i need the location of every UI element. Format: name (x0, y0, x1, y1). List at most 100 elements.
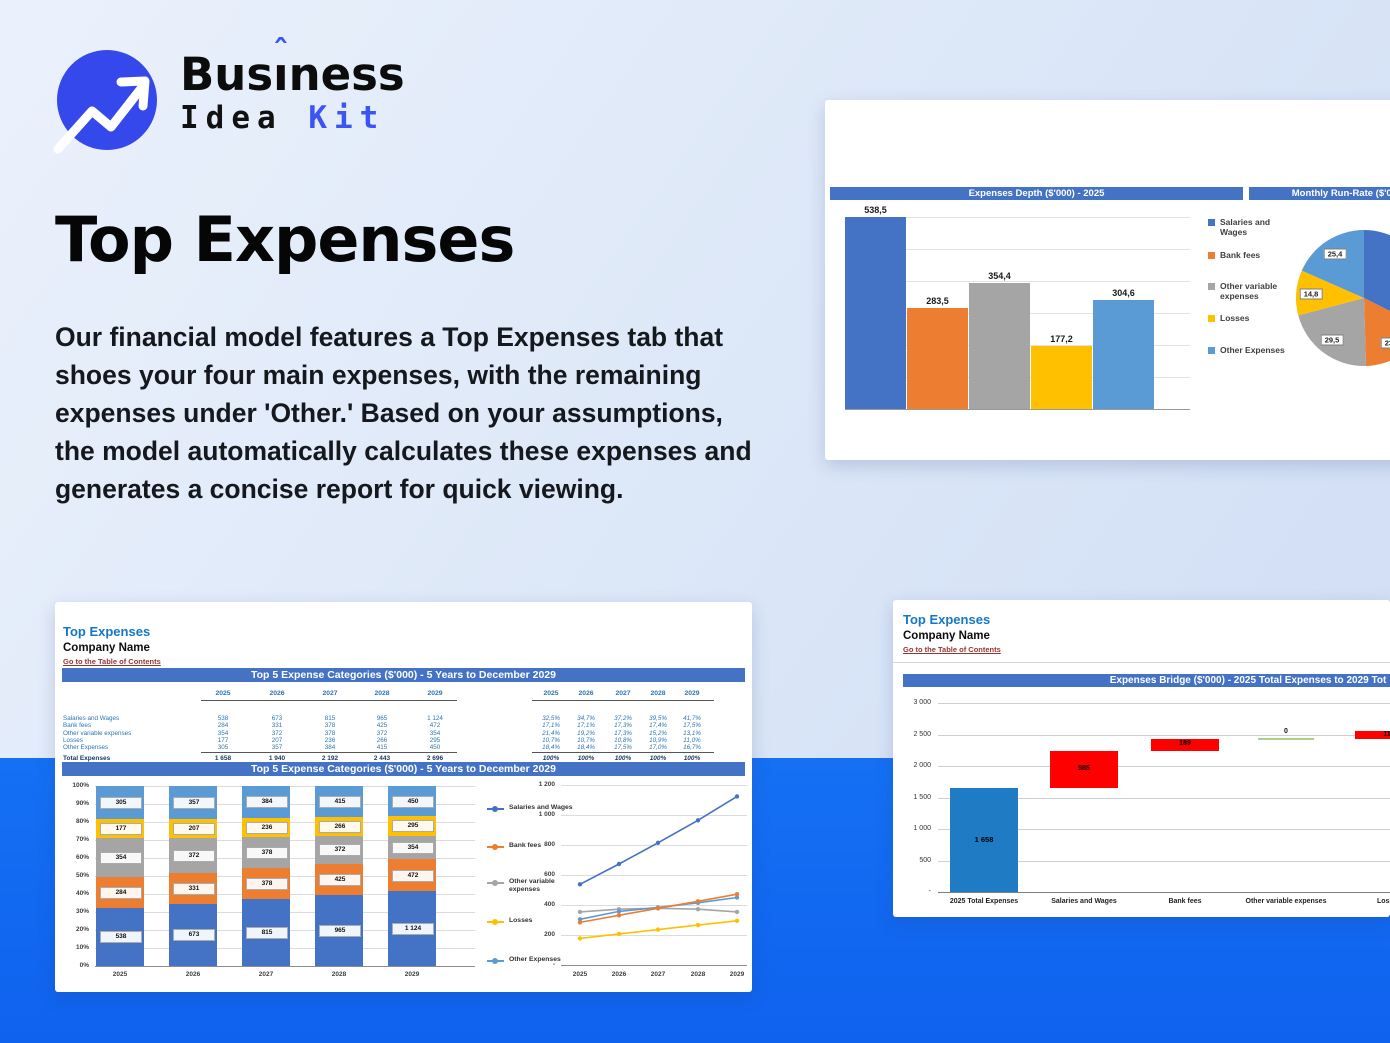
top-expenses-sheet-card: Top Expenses Company Name Go to the Tabl… (55, 602, 752, 992)
table-cell: 378 (324, 722, 336, 730)
expenses-depth-card: Expenses Depth ($'000) - 2025 Monthly Ru… (825, 100, 1390, 460)
pie-svg (1296, 230, 1390, 367)
bar-value-label: 1 658 (974, 835, 994, 845)
table-cell: 32,5% (542, 715, 560, 722)
runrate-chart-header: Monthly Run-Rate ($'000 (1249, 187, 1390, 200)
table-cell: 19,2% (577, 729, 595, 737)
table-cell: 41,7% (683, 715, 701, 722)
table-cell: 357 (271, 744, 283, 752)
data-point (695, 907, 701, 912)
segment-label: 378 (246, 846, 288, 859)
brand-idea: Idea (180, 100, 283, 136)
table-cell: 236 (324, 736, 336, 744)
header-underline (201, 700, 457, 701)
data-point (695, 899, 701, 904)
x-tick-label: 2028 (690, 971, 706, 978)
x-tick-label: 2027 (258, 971, 274, 978)
y-tick-label: 800 (544, 841, 555, 848)
y-tick-label: 70% (75, 836, 89, 843)
y-tick-label: 1 000 (538, 811, 555, 818)
gridline (845, 281, 1190, 282)
legend-item-label: Other Expenses (1220, 345, 1285, 355)
brand-name-line1: Bus ˆ ıness (180, 35, 405, 97)
segment-label: 372 (319, 844, 361, 857)
table-cell: 415 (376, 744, 388, 752)
data-point (577, 909, 583, 915)
segment-label: 538 (100, 931, 142, 944)
x-tick-label: 2029 (729, 971, 745, 978)
table-cell: 17,5% (614, 744, 632, 752)
x-tick-label: 2025 (112, 971, 128, 978)
sheet-company-name: Company Name (903, 630, 990, 642)
bar-value-label: 283,5 (926, 296, 949, 306)
row-label: Other variable expenses (63, 729, 132, 737)
y-tick-label: 80% (75, 818, 89, 825)
x-tick-label: 2028 (331, 971, 347, 978)
waterfall-bar (1050, 750, 1118, 788)
stacked-bar-chart: 100% 90% 80% 70% 60% 50% 40% 30% 20% 10% 0% 538 284 3… (55, 778, 485, 990)
table-cell: 17,3% (614, 722, 632, 730)
page-description: Our financial model features a Top Expen… (55, 322, 752, 504)
bridge-waterfall-chart: 3 000 2 500 2 000 1 500 1 000 500 - 1 658 585 189… (893, 695, 1390, 917)
legend-item-label: Other Expenses (509, 956, 561, 963)
gridline (561, 905, 747, 906)
y-tick-label: 200 (544, 931, 555, 938)
table-cell: 11,0% (683, 736, 701, 744)
table-cell: 207 (271, 736, 283, 744)
row-label: Losses (63, 736, 83, 744)
chart-section-header: Top 5 Expense Categories ($'000) - 5 Yea… (62, 762, 745, 776)
table-cell: 2 696 (426, 754, 444, 762)
gridline (938, 797, 1390, 799)
segment-label: 472 (392, 869, 434, 882)
segment-label: 965 (319, 924, 361, 937)
gridline (938, 766, 1390, 767)
pie-label: 25,4 (1323, 248, 1347, 260)
x-tick-label: Other variable expenses (1245, 898, 1327, 905)
legend-item-label: Salaries and Wages (509, 804, 573, 811)
bar-value-label: 177,2 (1050, 334, 1073, 344)
brand-wordmark: Bus ˆ ıness Idea Kit (180, 35, 405, 136)
table-cell: 177 (217, 736, 229, 744)
depth-bar-chart: 538,5 283,5 354,4 177,2 304,6 (845, 205, 1190, 410)
bar-value-label: 538,5 (864, 205, 887, 215)
segment-label: 207 (173, 823, 215, 836)
y-tick-label: 1 000 (913, 825, 931, 832)
data-point (734, 909, 740, 915)
table-cell: 17,0% (649, 744, 667, 752)
bar-value-label: 304,6 (1112, 288, 1135, 298)
waterfall-bar (1355, 731, 1390, 739)
table-cell: 965 (376, 715, 388, 722)
bar (969, 283, 1030, 409)
column-header: 2029 (427, 690, 443, 697)
total-topline (532, 752, 714, 753)
runrate-pie-chart: 44,823,629,514,825,4 (1296, 230, 1390, 367)
table-cell: 15,2% (649, 729, 667, 737)
table-of-contents-link[interactable]: Go to the Table of Contents (903, 645, 1001, 654)
legend-item-label: Losses (1220, 313, 1250, 323)
data-point (655, 927, 661, 932)
column-header: 2028 (650, 690, 666, 697)
y-tick-label: 600 (544, 871, 555, 878)
bar-value-label: 585 (1078, 764, 1090, 772)
sheet-company-name: Company Name (63, 642, 150, 654)
table-cell: 1 940 (268, 754, 286, 762)
table-cell: 18,4% (542, 744, 560, 752)
table-cell: 17,3% (614, 729, 632, 737)
row-label: Bank fees (63, 722, 92, 730)
gridline (938, 860, 1390, 862)
table-cell: 100% (683, 754, 701, 762)
legend-item-label: Other variable expenses (1220, 281, 1278, 302)
line-series (579, 795, 738, 886)
legend-dot (492, 843, 498, 850)
bar-value-label: 0 (1284, 727, 1288, 735)
table-cell: 13,1% (683, 729, 701, 737)
segment-label: 305 (100, 797, 142, 810)
legend-item-label: Salaries and Wages (1220, 217, 1271, 238)
y-tick-label: 2 500 (913, 730, 931, 738)
table-of-contents-link[interactable]: Go to the Table of Contents (63, 657, 161, 666)
table-cell: 17,4% (649, 722, 667, 730)
y-tick-label: 40% (75, 890, 89, 897)
table-cell: 354 (217, 729, 229, 737)
table-cell: 34,7% (577, 715, 595, 722)
gridline (938, 734, 1390, 736)
